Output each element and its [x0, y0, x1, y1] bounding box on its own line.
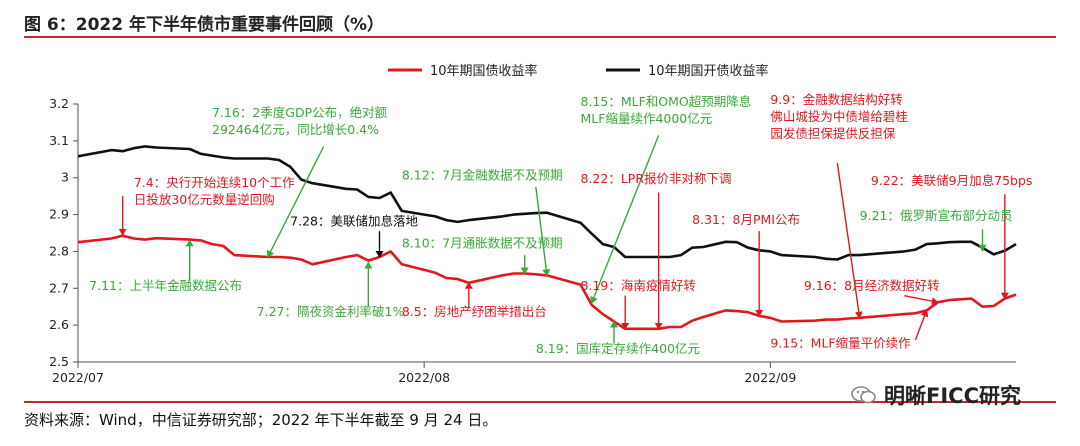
- y-tick-label: 2.8: [49, 243, 69, 258]
- annotation-18: 9.15：MLF缩量平价续作: [770, 309, 929, 350]
- annotation-16: 9.21：俄罗斯宣布部分动员: [860, 208, 1013, 252]
- y-tick-label: 3.2: [49, 96, 69, 111]
- annotation-arrow: [904, 294, 939, 306]
- footer-rule: [24, 401, 1056, 403]
- series-line-1: [77, 234, 1017, 331]
- annotation-text: 9.21：俄罗斯宣布部分动员: [860, 208, 1013, 223]
- y-tick-label: 2.5: [49, 354, 69, 369]
- annotation-text: 8.15：MLF和OMO超预期降息: [581, 94, 752, 109]
- annotation-arrow: [535, 186, 551, 277]
- source-note: 资料来源：Wind，中信证券研究部；2022 年下半年截至 9 月 24 日。: [24, 411, 498, 429]
- annotation-12: 8.19：国库定存续作400亿元: [536, 320, 700, 356]
- x-tick-label: 2022/08: [398, 370, 450, 385]
- annotation-text: 8.19：国库定存续作400亿元: [536, 341, 700, 356]
- y-tick-label: 2.6: [49, 317, 69, 332]
- annotation-9: 8.15：MLF和OMO超预期降息 MLF缩量续作4000亿元: [581, 94, 752, 304]
- annotation-17: 9.16：8月经济数据好转: [804, 278, 940, 306]
- annotation-text: 9.15：MLF缩量平价续作: [770, 335, 911, 350]
- annotation-text: 7.4：央行开始连续10个工作: [134, 175, 295, 190]
- x-tick-label: 2022/09: [744, 370, 796, 385]
- annotation-arrow: [836, 162, 863, 319]
- annotation-arrow: [266, 146, 325, 258]
- annotation-4: 7.28：美联储加息落地: [290, 214, 418, 258]
- x-tick-label: 2022/07: [52, 370, 104, 385]
- legend-label-2: 10年期国开债收益率: [648, 63, 769, 79]
- annotation-text: 8.19：海南疫情好转: [581, 278, 696, 293]
- annotation-text: 9.9：金融数据结构好转: [770, 92, 902, 107]
- annotation-text: 292464亿元，同比增长0.4%: [212, 122, 379, 137]
- annotation-text: 8.5：房地产纾困举措出台: [402, 304, 547, 319]
- annotation-6: 8.12：7月金融数据不及预期: [402, 168, 563, 277]
- annotation-11: 8.19：海南疫情好转: [581, 278, 696, 330]
- annotation-3: 7.11：上半年金融数据公布: [89, 239, 242, 293]
- series-line-2: [77, 145, 1017, 261]
- annotation-text: 8.22：LPR报价非对称下调: [581, 171, 732, 186]
- annotation-text: 8.31：8月PMI公布: [692, 212, 800, 227]
- figure-title: 图 6：2022 年下半年债市重要事件回顾（%）: [24, 15, 385, 35]
- y-tick-label: 2.7: [49, 280, 69, 295]
- y-tick-label: 3: [61, 170, 69, 185]
- annotation-text: 日投放30亿元数量逆回购: [134, 192, 275, 207]
- bond-yield-chart: 10年期国债收益率 10年期国开债收益率 2.5 2.6 2.7 2.8 2.9 3 3.1 3.…: [49, 63, 1033, 385]
- annotation-7: 8.10：7月通胀数据不及预期: [402, 236, 563, 275]
- wechat-logo-icon: [851, 386, 876, 404]
- annotation-text: 9.22：美联储9月加息75bps: [871, 173, 1033, 188]
- annotation-text: 7.28：美联储加息落地: [290, 214, 418, 229]
- legend: 10年期国债收益率 10年期国开债收益率: [388, 63, 769, 79]
- annotation-text: 园发债担保提供反担保: [770, 126, 896, 141]
- annotation-2: 7.16：2季度GDP公布，绝对额 292464亿元，同比增长0.4%: [212, 105, 388, 258]
- annotation-text: 9.16：8月经济数据好转: [804, 278, 940, 293]
- annotation-text: 佛山城投为中债增给碧桂: [770, 109, 908, 124]
- annotation-10: 8.22：LPR报价非对称下调: [581, 171, 732, 330]
- y-tick-label: 3.1: [49, 133, 69, 148]
- annotation-text: MLF缩量续作4000亿元: [581, 111, 713, 126]
- annotation-5: 7.27：隔夜资金利率破1%: [257, 261, 405, 319]
- annotation-text: 7.16：2季度GDP公布，绝对额: [212, 105, 388, 120]
- annotation-text: 7.27：隔夜资金利率破1%: [257, 304, 405, 319]
- y-tick-label: 2.9: [49, 207, 69, 222]
- legend-label-1: 10年期国债收益率: [430, 63, 538, 79]
- watermark-text: 明晰FICC研究: [884, 384, 1021, 408]
- annotation-text: 8.10：7月通胀数据不及预期: [402, 236, 563, 251]
- annotation-arrow: [590, 135, 660, 304]
- annotation-13: 8.31：8月PMI公布: [692, 212, 800, 317]
- annotation-text: 7.11：上半年金融数据公布: [89, 278, 242, 293]
- watermark: 明晰FICC研究: [850, 380, 1021, 410]
- annotation-arrow: [914, 309, 929, 341]
- annotation-text: 8.12：7月金融数据不及预期: [402, 168, 563, 183]
- annotation-15: 9.22：美联储9月加息75bps: [871, 173, 1033, 300]
- annotation-8: 8.5：房地产纾困举措出台: [402, 281, 547, 319]
- title-rule: [24, 36, 1056, 38]
